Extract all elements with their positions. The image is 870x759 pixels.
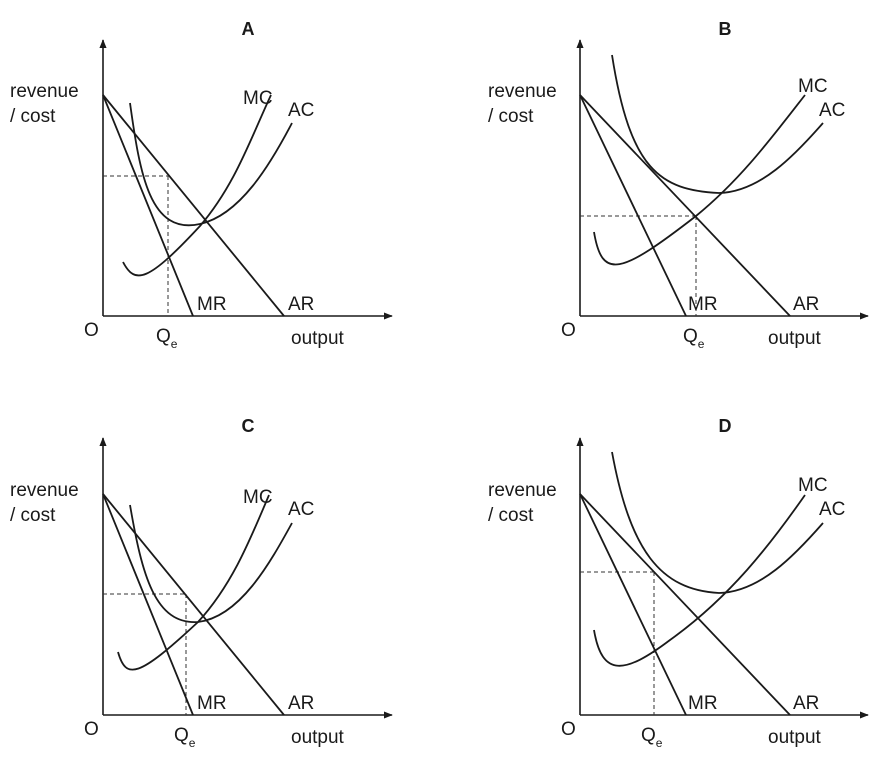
- mr-curve: [102, 94, 194, 317]
- x-axis-label: output: [291, 328, 345, 349]
- y-axis-label-line2: / cost: [10, 106, 56, 127]
- ar-curve: [579, 94, 791, 317]
- mc-label: MC: [243, 88, 273, 109]
- y-axis-label-line1: revenue: [488, 81, 557, 102]
- mr-curve: [102, 493, 194, 716]
- ac-label: AC: [288, 499, 314, 520]
- ac-label: AC: [819, 100, 845, 121]
- q-label: Qe: [156, 326, 178, 351]
- ac-curve: [129, 102, 293, 227]
- mc-label: MC: [798, 76, 828, 97]
- q-label: Qe: [641, 725, 663, 750]
- ar-label: AR: [793, 693, 819, 714]
- panel-title: B: [719, 19, 732, 39]
- mc-curve: [117, 494, 270, 671]
- origin-label: O: [561, 719, 576, 740]
- origin-label: O: [84, 320, 99, 341]
- ac-label: AC: [288, 100, 314, 121]
- panel-a: A revenue / cost O output MC AC MR AR Qe: [10, 19, 393, 351]
- ac-curve: [129, 504, 293, 623]
- mr-label: MR: [688, 693, 718, 714]
- x-axis-label: output: [768, 727, 822, 748]
- y-axis-label-line2: / cost: [488, 106, 534, 127]
- ar-label: AR: [793, 294, 819, 315]
- y-axis-label-line2: / cost: [10, 505, 56, 526]
- mc-label: MC: [243, 487, 273, 508]
- y-axis-label-line1: revenue: [10, 480, 79, 501]
- mr-curve: [579, 94, 687, 317]
- panel-c: C revenue / cost O output MC AC MR AR Qe: [10, 416, 393, 750]
- ar-label: AR: [288, 294, 314, 315]
- panel-title: D: [719, 416, 732, 436]
- x-axis-label: output: [291, 727, 345, 748]
- origin-label: O: [561, 320, 576, 341]
- ac-label: AC: [819, 499, 845, 520]
- mc-curve: [593, 494, 806, 667]
- mr-label: MR: [197, 693, 227, 714]
- ar-curve: [579, 493, 791, 716]
- panel-title: C: [242, 416, 255, 436]
- ar-curve: [102, 94, 285, 317]
- ar-label: AR: [288, 693, 314, 714]
- x-axis-label: output: [768, 328, 822, 349]
- mc-label: MC: [798, 475, 828, 496]
- origin-label: O: [84, 719, 99, 740]
- mr-label: MR: [197, 294, 227, 315]
- ac-curve: [611, 451, 824, 594]
- q-label: Qe: [174, 725, 196, 750]
- ar-curve: [102, 493, 285, 716]
- ac-curve: [611, 54, 824, 194]
- mc-curve: [593, 94, 806, 266]
- y-axis-label-line2: / cost: [488, 505, 534, 526]
- panel-title: A: [242, 19, 255, 39]
- panel-d: D revenue / cost O output MC AC MR AR Qe: [488, 416, 869, 750]
- mr-label: MR: [688, 294, 718, 315]
- y-axis-label-line1: revenue: [488, 480, 557, 501]
- panel-b: B revenue / cost O output MC AC MR AR Qe: [488, 19, 869, 351]
- mc-curve: [122, 94, 272, 277]
- y-axis-label-line1: revenue: [10, 81, 79, 102]
- mr-curve: [579, 493, 687, 716]
- q-label: Qe: [683, 326, 705, 351]
